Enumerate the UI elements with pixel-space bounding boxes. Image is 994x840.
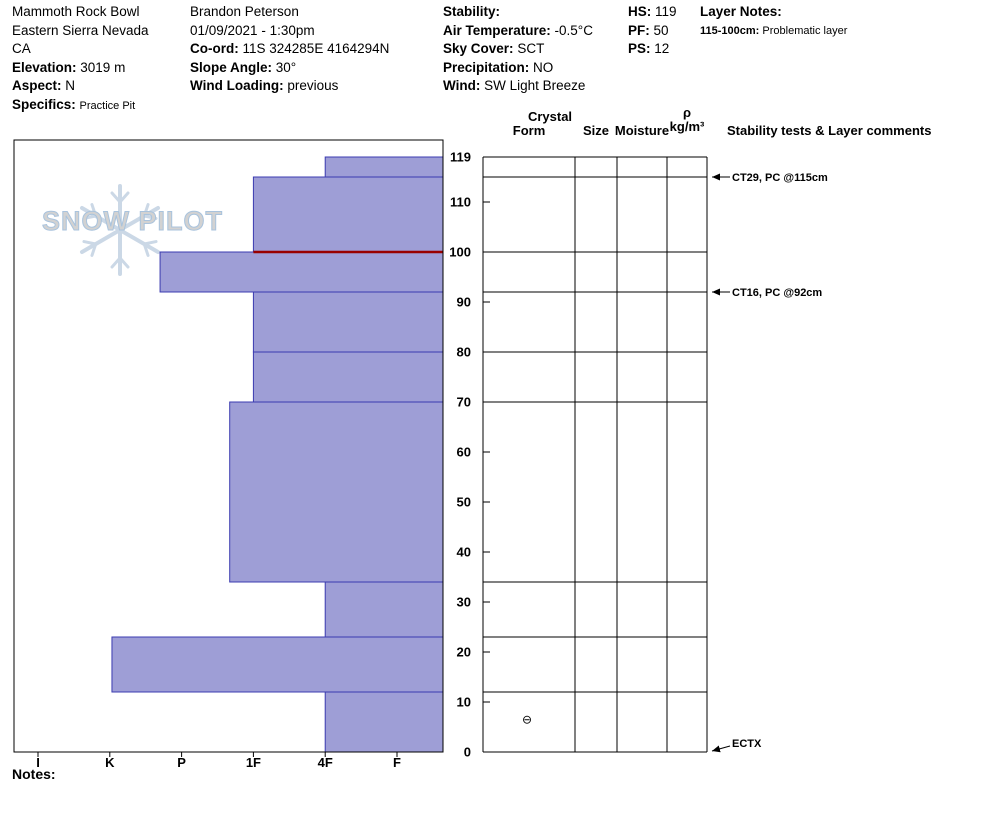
hardness-label-4F: 4F <box>318 755 333 770</box>
site-elevation: Elevation: 3019 m <box>12 59 126 75</box>
col-header-moisture: Moisture <box>615 123 669 138</box>
layer-notes-block: Layer Notes: 115-100cm: Problematic laye… <box>700 3 847 40</box>
col-header-density-units: kg/m³ <box>670 119 705 134</box>
observation-datetime: 01/09/2021 - 1:30pm <box>190 22 315 38</box>
depth-label-60: 60 <box>457 445 471 460</box>
wind-loading: Wind Loading: previous <box>190 78 339 93</box>
wind: Wind: SW Light Breeze <box>443 78 586 93</box>
coordinates: Co-ord: 11S 324285E 4164294N <box>190 41 390 56</box>
layer-bar-P+-100to92 <box>159 251 444 293</box>
site-aspect: Aspect: N <box>12 78 76 93</box>
hs-measure: HS: 119 <box>628 4 677 19</box>
depth-label-119: 119 <box>450 150 471 165</box>
depth-label-100: 100 <box>449 245 471 260</box>
observer-block: Brandon Peterson 01/09/2021 - 1:30pm Co-… <box>190 3 389 96</box>
notes-label: Notes: <box>12 766 56 782</box>
depth-label-10: 10 <box>457 695 471 710</box>
pf-measure: PF: 50 <box>628 22 669 38</box>
depth-label-40: 40 <box>457 545 471 560</box>
observer-name: Brandon Peterson <box>190 4 299 19</box>
sky-cover: Sky Cover: SCT <box>443 41 545 56</box>
site-state: CA <box>12 41 31 56</box>
hardness-label-1F: 1F <box>246 755 261 770</box>
stability-comments-header: Stability tests & Layer comments <box>727 123 931 138</box>
col-header-form: Form <box>513 123 546 138</box>
layer-bar-1F-115to100 <box>252 176 444 253</box>
stability-test-arrow <box>711 745 731 753</box>
layer-bar-4F-12to0 <box>324 691 444 753</box>
site-info-block: Mammoth Rock Bowl Eastern Sierra Nevada … <box>12 3 149 115</box>
depth-label-50: 50 <box>457 495 471 510</box>
depth-label-20: 20 <box>457 645 471 660</box>
conditions-block: Stability: Air Temperature: -0.5°C Sky C… <box>443 3 593 96</box>
stability-test-label: CT29, PC @115cm <box>732 172 828 184</box>
depth-label-80: 80 <box>457 345 471 360</box>
site-name: Mammoth Rock Bowl <box>12 4 140 19</box>
hardness-label-F: F <box>393 755 401 770</box>
snowpilot-logo: SNOW PILOT <box>40 180 225 285</box>
snowpilot-logo-text: SNOW PILOT <box>42 206 223 237</box>
layer-notes-title: Layer Notes: <box>700 4 782 19</box>
layer-bar-4F-119to115 <box>324 156 444 178</box>
precipitation: Precipitation: NO <box>443 59 554 75</box>
site-specifics: Specifics: Practice Pit <box>12 96 136 112</box>
stability-test-label: CT16, PC @92cm <box>732 287 822 299</box>
depth-label-30: 30 <box>457 595 471 610</box>
measures-block: HS: 119 PF: 50 PS: 12 <box>628 3 677 59</box>
depth-label-90: 90 <box>457 295 471 310</box>
stability-label: Stability: <box>443 4 501 19</box>
depth-label-70: 70 <box>457 395 471 410</box>
ps-measure: PS: 12 <box>628 41 670 56</box>
col-header-crystal: Crystal <box>528 109 572 124</box>
snowflake-icon <box>80 184 160 276</box>
layer-bar-4F-34to23 <box>324 581 444 638</box>
layer-bar-1F-80to70 <box>252 351 444 403</box>
col-header-density-rho: ρ <box>683 105 691 120</box>
layer-bar-1F-92to80 <box>252 291 444 353</box>
hardness-label-K: K <box>105 755 115 770</box>
hardness-label-I: I <box>36 755 40 770</box>
layer-note: 115-100cm: Problematic layer <box>700 24 848 37</box>
layer-bar-K-23to12 <box>111 636 444 693</box>
layer-bar-1F+-70to34 <box>229 401 444 583</box>
depth-label-110: 110 <box>450 195 471 210</box>
site-region: Eastern Sierra Nevada <box>12 22 149 38</box>
slope-angle: Slope Angle: 30° <box>190 59 297 75</box>
hardness-chart-frame <box>13 139 444 753</box>
col-header-size: Size <box>583 123 609 138</box>
stability-test-label: ECTX <box>732 738 762 750</box>
depth-label-0: 0 <box>464 745 471 760</box>
hardness-label-P: P <box>177 755 186 770</box>
crystal-form-symbol: ⊖ <box>522 713 532 727</box>
air-temperature: Air Temperature: -0.5°C <box>443 22 593 38</box>
